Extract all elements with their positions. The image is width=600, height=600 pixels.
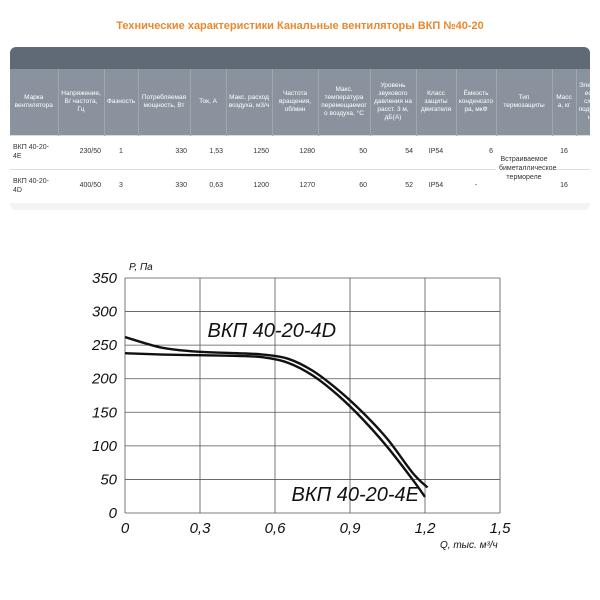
column-header: Макс. температура перемещаемого воздуха,…: [317, 69, 370, 136]
table-row: ВКП 40-20-4D 400/50 3 330 0,63 1200 1270…: [10, 169, 590, 203]
table-cell: 1: [104, 135, 138, 170]
table-cell: 6: [456, 135, 496, 170]
x-tick-label: 0: [121, 520, 130, 537]
x-tick-label: 1,2: [415, 520, 437, 537]
y-tick-label: 50: [100, 471, 117, 488]
column-header: Фазность: [103, 69, 138, 136]
table-cell: IP54: [416, 169, 456, 203]
table-cell: 52: [370, 169, 416, 203]
x-tick-label: 0,3: [190, 520, 212, 537]
table-cell: 1250: [226, 135, 272, 170]
table-header-band: [10, 47, 590, 69]
table-cell: 54: [370, 135, 416, 170]
column-header: Марка вентилятора: [10, 69, 58, 136]
table-cell: 1270: [272, 169, 318, 203]
table-cell: ВКП 40-20-4Е: [10, 135, 58, 170]
column-header: Масса, кг: [551, 69, 576, 136]
page-title: Технические характеристики Канальные вен…: [116, 20, 484, 32]
table-cell: 1200: [226, 169, 272, 203]
column-header: Тип термозащиты: [495, 69, 552, 136]
table-cell: 60: [318, 169, 370, 203]
column-header: Ток, А: [189, 69, 226, 136]
spec-table: Марка вентилятора Напряжение, В/ частота…: [10, 69, 590, 203]
thermal-protection-cell: Встраиваемое биметаллическое термореле: [496, 135, 556, 203]
y-tick-label: 250: [91, 337, 118, 354]
table-cell: 1,53: [190, 135, 226, 170]
column-header: Напряжение, В/ частота, Гц: [57, 69, 104, 136]
pressure-flow-chart: 0 50 100 150 200 250 300 350 0 0,3 0,6 0,9 1,2 1,5 P, …: [91, 262, 511, 551]
table-header-row: Марка вентилятора Напряжение, В/ частота…: [10, 69, 590, 136]
table-cell: 50: [318, 135, 370, 170]
y-tick-label: 0: [109, 505, 118, 522]
table-cell: 0,63: [190, 169, 226, 203]
y-tick-label: 150: [92, 404, 118, 421]
table-cell: 230/50: [58, 135, 104, 170]
x-tick-label: 1,5: [490, 520, 512, 537]
series-label: ВКП 40-20-4D: [208, 320, 337, 342]
y-tick-label: 300: [92, 304, 118, 321]
chart-axes: 0 50 100 150 200 250 300 350 0 0,3 0,6 0,9 1,2 1,5 P, …: [91, 262, 511, 551]
table-cell: 400/50: [58, 169, 104, 203]
column-header: Ёмкость конденсатора, мкФ: [455, 69, 496, 136]
table-cell: 16: [552, 169, 576, 203]
table-cell: 330: [138, 135, 190, 170]
series-label: ВКП 40-20-4Е: [292, 484, 420, 506]
y-tick-label: 100: [92, 438, 118, 455]
table-cell: A: [576, 169, 590, 203]
table-cell: ВКП 40-20-4D: [10, 169, 58, 203]
column-header: Макс. расход воздуха, м3/ч: [225, 69, 272, 136]
column-header: Уровень звукового давления на расст. 3 м…: [369, 69, 416, 136]
table-cell: 3: [104, 169, 138, 203]
column-header: Частота вращения, об/мин: [271, 69, 318, 136]
chart-series: [124, 335, 429, 498]
series-line: [124, 352, 426, 498]
x-axis-label: Q, тыс. м³/ч: [440, 540, 498, 551]
x-tick-label: 0,9: [340, 520, 362, 537]
column-header: Потребляемая мощность, Вт: [137, 69, 190, 136]
table-cell: 1280: [272, 135, 318, 170]
column-header: Электрическая схема подключения: [575, 69, 590, 136]
x-tick-label: 0,6: [265, 520, 287, 537]
y-axis-label: P, Па: [129, 262, 153, 273]
table-cell: 16: [552, 135, 576, 170]
column-header: Класс защиты двигателя: [415, 69, 456, 136]
table-cell: A: [576, 135, 590, 170]
chart-grid: [124, 277, 501, 514]
chart-annotations: ВКП 40-20-4D ВКП 40-20-4Е: [208, 320, 420, 506]
spec-table-panel: Марка вентилятора Напряжение, В/ частота…: [10, 47, 590, 210]
table-cell: -: [456, 169, 496, 203]
table-cell: IP54: [416, 135, 456, 170]
y-tick-label: 350: [92, 270, 118, 287]
y-tick-label: 200: [91, 371, 118, 388]
table-cell: 330: [138, 169, 190, 203]
table-row: ВКП 40-20-4Е 230/50 1 330 1,53 1250 1280…: [10, 135, 590, 203]
series-line: [124, 335, 429, 489]
